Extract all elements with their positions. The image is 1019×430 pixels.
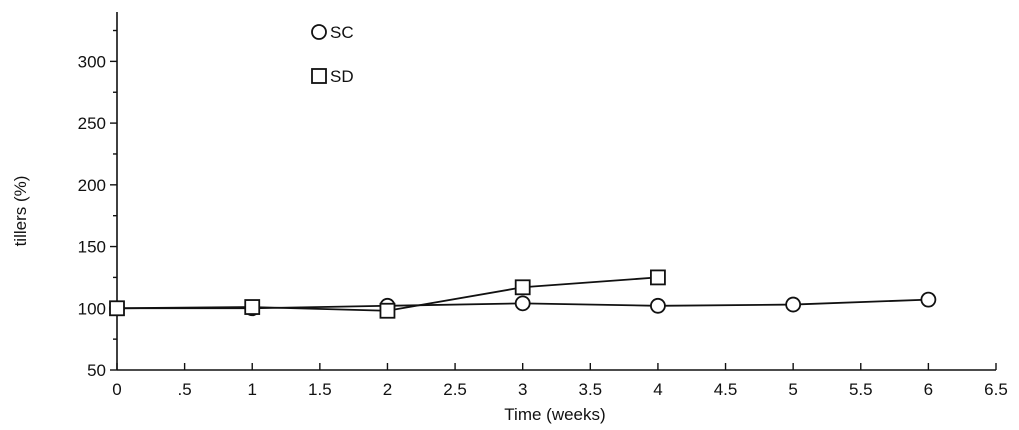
x-tick-label: 4 (653, 380, 662, 399)
series-sd (109, 269, 666, 319)
y-axis-ticks: 50 100 150 200 250 300 (78, 29, 117, 380)
x-tick-label: 5.5 (849, 380, 873, 399)
data-point-square (109, 300, 125, 317)
x-tick-label: 2 (383, 380, 392, 399)
y-tick-label: 200 (78, 176, 106, 195)
x-axis-title: Time (weeks) (504, 405, 605, 424)
legend-label: SC (330, 23, 354, 42)
y-axis-title: tillers (%) (11, 176, 30, 247)
axes (116, 12, 996, 371)
data-series (109, 269, 937, 319)
x-tick-label: 4.5 (714, 380, 738, 399)
y-tick-label: 100 (78, 299, 106, 318)
x-tick-label: .5 (178, 380, 192, 399)
x-tick-label: 3.5 (578, 380, 602, 399)
data-point-square (379, 302, 396, 319)
y-tick-label: 250 (78, 114, 106, 133)
x-tick-label: 1.5 (308, 380, 332, 399)
x-axis-ticks: 0 .5 1 1.5 2 2.5 3 3.5 4 4.5 5 5.5 6 6.5 (112, 363, 1008, 399)
x-tick-label: 6 (924, 380, 933, 399)
data-point-square (650, 269, 666, 286)
x-tick-label: 6.5 (984, 380, 1008, 399)
legend-circle-icon (311, 24, 327, 40)
legend-label: SD (330, 67, 354, 86)
data-point-circle (785, 296, 802, 313)
y-tick-label: 50 (87, 361, 106, 380)
data-point-square (244, 299, 261, 315)
x-tick-label: 1 (247, 380, 256, 399)
series-sc (109, 291, 937, 317)
legend-item-sc: SC (311, 23, 354, 42)
legend-square-icon (311, 68, 327, 84)
y-tick-label: 300 (78, 52, 106, 71)
legend-item-sd: SD (311, 67, 354, 86)
data-point-circle (514, 295, 531, 312)
x-tick-label: 2.5 (443, 380, 467, 399)
x-tick-label: 5 (788, 380, 797, 399)
data-point-square (514, 279, 531, 296)
y-tick-label: 150 (78, 238, 106, 257)
x-tick-label: 3 (518, 380, 527, 399)
x-tick-label: 0 (112, 380, 121, 399)
data-point-circle (650, 297, 666, 314)
legend: SC SD (311, 23, 354, 86)
data-point-circle (920, 291, 937, 308)
